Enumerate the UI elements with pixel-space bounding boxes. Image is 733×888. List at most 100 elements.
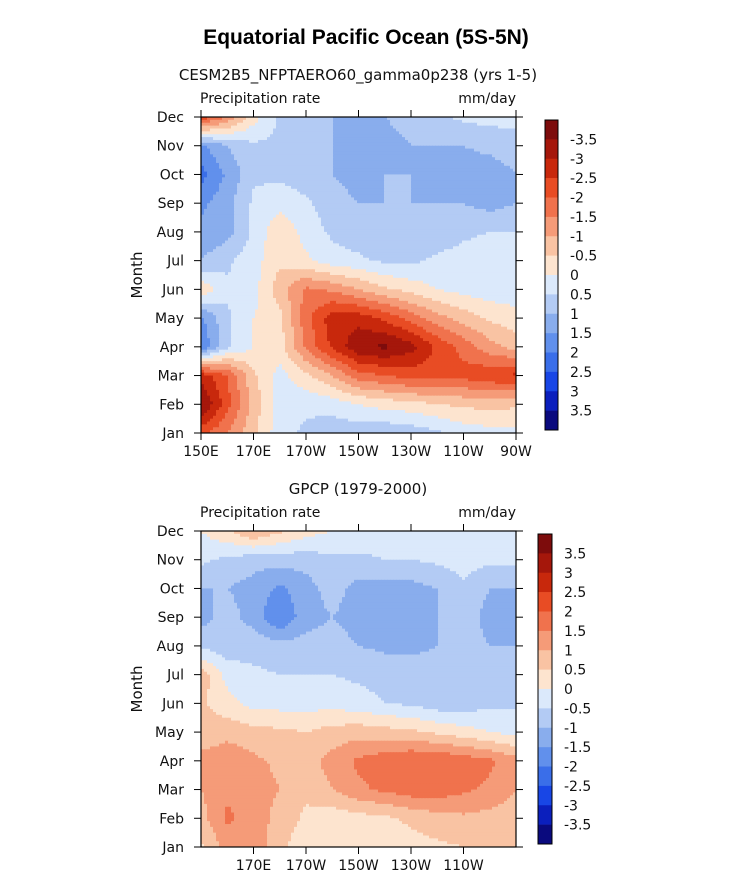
contour-cell (390, 231, 394, 236)
contour-cell (441, 117, 445, 121)
contour-cell (411, 226, 415, 230)
contour-cell (510, 206, 514, 210)
contour-cell (402, 151, 406, 155)
contour-cell (498, 200, 502, 204)
contour-cell (264, 203, 268, 207)
contour-cell (501, 194, 505, 199)
contour-cell (201, 223, 205, 227)
contour-cell (237, 203, 241, 207)
contour-cell (342, 229, 346, 233)
contour-cell (303, 174, 307, 178)
contour-cell (504, 231, 508, 236)
contour-cell (477, 240, 481, 244)
contour-cell (465, 119, 469, 124)
contour-cell (513, 237, 516, 242)
contour-cell (447, 206, 451, 210)
contour-cell (345, 180, 349, 184)
contour-cell (492, 226, 496, 230)
contour-cell (216, 200, 220, 204)
contour-cell (348, 234, 352, 239)
contour-cell (465, 125, 469, 130)
contour-cell (399, 160, 403, 164)
contour-cell (414, 206, 418, 210)
contour-cell (492, 154, 496, 158)
contour-cell (309, 234, 313, 239)
contour-cell (312, 208, 316, 213)
contour-cell (252, 188, 256, 193)
contour-cell (312, 131, 316, 135)
contour-cell (327, 157, 331, 161)
contour-cell (294, 171, 298, 176)
contour-cell (249, 200, 253, 204)
contour-cell (408, 208, 412, 213)
contour-cell (342, 226, 346, 230)
contour-cell (276, 223, 280, 227)
contour-cell (492, 194, 496, 199)
contour-cell (327, 214, 331, 219)
contour-cell (336, 200, 340, 204)
contour-cell (237, 142, 241, 147)
contour-cell (348, 134, 352, 138)
contour-cell (432, 157, 436, 161)
contour-cell (465, 174, 469, 178)
contour-cell (300, 119, 304, 124)
contour-cell (432, 249, 436, 253)
contour-cell (243, 229, 247, 233)
contour-cell (303, 139, 307, 144)
contour-cell (222, 185, 226, 190)
contour-cell (327, 128, 331, 132)
contour-cell (333, 125, 337, 130)
contour-cell (321, 223, 325, 227)
contour-cell (492, 185, 496, 190)
contour-cell (282, 226, 286, 230)
contour-cell (306, 148, 310, 153)
contour-cell (237, 229, 241, 233)
contour-cell (513, 191, 516, 196)
contour-cell (294, 168, 298, 173)
contour-cell (273, 154, 277, 158)
contour-cell (231, 174, 235, 178)
contour-cell (321, 217, 325, 222)
contour-cell (207, 197, 211, 201)
contour-cell (399, 217, 403, 222)
contour-cell (219, 174, 223, 178)
contour-cell (219, 229, 223, 233)
contour-cell (477, 157, 481, 161)
contour-cell (237, 137, 241, 141)
contour-cell (390, 125, 394, 130)
contour-cell (492, 191, 496, 196)
contour-cell (444, 237, 448, 242)
contour-cell (225, 197, 229, 201)
contour-cell (318, 185, 322, 190)
contour-cell (417, 154, 421, 158)
contour-cell (462, 234, 466, 239)
contour-cell (504, 142, 508, 147)
contour-cell (279, 125, 283, 130)
contour-cell (303, 226, 307, 230)
contour-cell (507, 125, 511, 130)
contour-cell (339, 162, 343, 167)
contour-cell (483, 117, 487, 121)
contour-cell (312, 240, 316, 244)
contour-cell (423, 203, 427, 207)
contour-cell (204, 191, 208, 196)
contour-cell (426, 165, 430, 170)
contour-cell (441, 177, 445, 181)
contour-cell (423, 162, 427, 167)
contour-cell (492, 137, 496, 141)
contour-cell (288, 131, 292, 135)
contour-cell (483, 188, 487, 193)
contour-cell (420, 134, 424, 138)
contour-cell (216, 197, 220, 201)
contour-cell (222, 208, 226, 213)
contour-cell (264, 194, 268, 199)
contour-cell (399, 117, 403, 121)
contour-cell (249, 203, 253, 207)
contour-cell (465, 208, 469, 213)
contour-cell (288, 117, 292, 121)
contour-cell (396, 117, 400, 121)
contour-cell (315, 185, 319, 190)
contour-cell (468, 231, 472, 236)
contour-cell (243, 220, 247, 224)
contour-cell (312, 162, 316, 167)
